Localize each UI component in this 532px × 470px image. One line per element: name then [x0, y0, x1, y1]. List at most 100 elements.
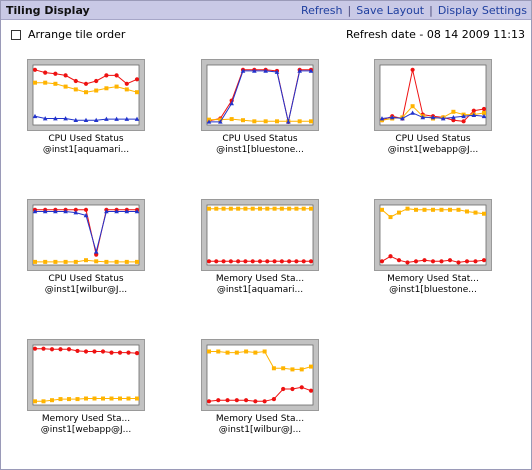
data-point-orange — [482, 211, 486, 216]
data-point-blue — [471, 112, 477, 117]
data-point-orange — [221, 206, 226, 211]
data-point-red — [214, 259, 219, 264]
data-point-orange — [250, 206, 255, 211]
options-row: Arrange tile order Refresh date - 08 14 … — [11, 28, 525, 41]
tile-metric-label: CPU Used Status — [222, 134, 298, 144]
data-point-orange — [275, 119, 279, 124]
data-point-blue — [451, 115, 456, 120]
chart-tile[interactable]: Memory Used Sta... @inst1[webapp@J... — [27, 339, 145, 439]
data-point-red — [32, 67, 38, 72]
data-point-orange — [448, 207, 452, 212]
link-separator: | — [429, 3, 433, 17]
data-point-orange — [73, 259, 78, 264]
data-point-orange — [279, 206, 284, 211]
data-point-red — [117, 350, 123, 355]
refresh-link[interactable]: Refresh — [300, 3, 343, 17]
chart-tile[interactable]: CPU Used Status @inst1[wilbur@J... — [27, 199, 145, 299]
data-point-blue — [481, 113, 487, 119]
tile-caption: CPU Used Status @inst1[webapp@J... — [374, 134, 492, 156]
data-point-orange — [309, 364, 313, 369]
data-point-orange — [124, 259, 129, 264]
data-point-red — [388, 254, 393, 259]
data-point-red — [243, 398, 249, 403]
data-point-blue — [83, 117, 89, 122]
data-point-orange — [124, 87, 129, 92]
data-point-orange — [33, 80, 37, 85]
data-point-orange — [229, 117, 234, 122]
data-point-orange — [53, 259, 58, 264]
data-point-red — [216, 398, 221, 403]
data-point-red — [53, 71, 58, 76]
tile-metric-label: Memory Used Sta... — [215, 414, 305, 424]
data-point-red — [73, 207, 78, 212]
data-point-red — [83, 349, 89, 354]
data-point-orange — [126, 396, 131, 401]
data-point-red — [430, 259, 436, 264]
data-point-orange — [388, 215, 393, 220]
data-point-red — [473, 259, 478, 264]
data-point-red — [94, 78, 99, 84]
arrange-tile-order-checkbox[interactable] — [11, 29, 21, 40]
chart-tile[interactable]: CPU Used Status @inst1[webapp@J... — [374, 59, 492, 159]
data-point-red — [265, 259, 270, 264]
tile-caption: CPU Used Status @inst1[wilbur@J... — [27, 274, 145, 296]
data-point-blue — [32, 113, 38, 119]
data-point-red — [294, 259, 299, 264]
data-point-blue — [308, 68, 314, 73]
data-point-orange — [243, 206, 248, 211]
data-point-blue — [134, 209, 140, 214]
data-point-red — [262, 399, 267, 404]
data-point-orange — [43, 80, 48, 85]
chart-tile[interactable]: Memory Used Sta... @inst1[wilbur@J... — [201, 339, 319, 439]
tile-chart — [201, 59, 319, 131]
data-point-blue — [124, 209, 130, 214]
data-point-orange — [84, 258, 88, 263]
data-point-blue — [104, 209, 109, 214]
data-point-red — [439, 259, 444, 264]
tile-metric-label: CPU Used Status — [395, 134, 471, 144]
data-point-red — [58, 347, 63, 352]
data-point-orange — [309, 119, 313, 124]
data-point-blue — [63, 116, 68, 121]
chart-tile[interactable]: Memory Used Sta... @inst1[aquamari... — [201, 199, 319, 299]
display-settings-link[interactable]: Display Settings — [437, 3, 527, 17]
data-point-red — [410, 67, 415, 72]
chart-tile[interactable]: Memory Used Stat... @inst1[bluestone... — [374, 199, 492, 299]
data-point-blue — [286, 119, 291, 124]
data-point-orange — [118, 396, 122, 401]
data-point-orange — [101, 396, 105, 401]
data-point-blue — [389, 115, 395, 120]
tile-caption: CPU Used Status @inst1[aquamari... — [27, 134, 145, 156]
data-point-orange — [109, 396, 114, 401]
data-point-blue — [440, 116, 446, 121]
data-point-blue — [430, 115, 436, 120]
data-point-orange — [41, 399, 46, 404]
tile-chart — [27, 59, 145, 131]
data-point-orange — [431, 207, 435, 212]
data-point-orange — [104, 259, 109, 264]
data-point-orange — [114, 259, 119, 264]
data-point-orange — [225, 350, 230, 355]
data-point-orange — [380, 207, 384, 212]
data-point-orange — [397, 210, 401, 215]
data-point-orange — [456, 207, 461, 212]
data-point-orange — [410, 104, 415, 109]
data-point-blue — [124, 116, 130, 121]
data-point-blue — [42, 116, 48, 121]
tile-instance-label: @inst1[webapp@J... — [387, 145, 479, 155]
data-point-red — [92, 349, 97, 354]
data-point-orange — [50, 398, 54, 403]
panel-titlebar: Tiling Display Refresh | Save Layout | D… — [1, 1, 531, 20]
chart-tile[interactable]: CPU Used Status @inst1[aquamari... — [27, 59, 145, 159]
tile-caption: Memory Used Sta... @inst1[wilbur@J... — [201, 414, 319, 436]
tile-caption: Memory Used Sta... @inst1[webapp@J... — [27, 414, 145, 436]
data-point-orange — [272, 206, 277, 211]
data-point-orange — [43, 259, 48, 264]
save-layout-link[interactable]: Save Layout — [356, 3, 425, 17]
chart-tile[interactable]: CPU Used Status @inst1[bluestone... — [201, 59, 319, 159]
data-point-red — [206, 259, 212, 264]
data-point-blue — [73, 210, 79, 215]
arrange-tile-order-option[interactable]: Arrange tile order — [11, 28, 125, 41]
header-links: Refresh | Save Layout | Display Settings — [301, 4, 527, 17]
